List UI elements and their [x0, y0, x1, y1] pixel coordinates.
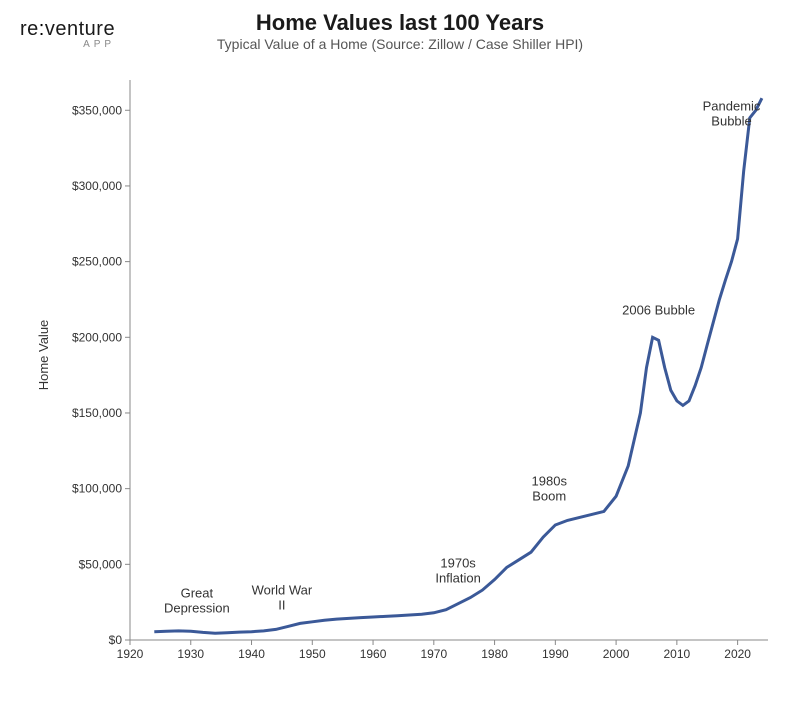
svg-text:II: II	[278, 598, 285, 613]
svg-text:1980: 1980	[481, 647, 508, 661]
annotations: GreatDepression World WarII 1970sInflation…	[164, 98, 761, 615]
chart-subtitle: Typical Value of a Home (Source: Zillow …	[0, 36, 800, 52]
svg-text:1920: 1920	[117, 647, 144, 661]
svg-text:2020: 2020	[724, 647, 751, 661]
svg-text:2010: 2010	[664, 647, 691, 661]
svg-text:2006 Bubble: 2006 Bubble	[622, 303, 695, 318]
chart-plot: $0 $50,000 $100,000 $150,000 $200,000 $250,00…	[70, 70, 780, 670]
chart-title: Home Values last 100 Years	[0, 10, 800, 36]
svg-text:$350,000: $350,000	[72, 103, 122, 117]
svg-text:$100,000: $100,000	[72, 482, 122, 496]
svg-text:Pandemic: Pandemic	[703, 98, 761, 113]
svg-text:1970s: 1970s	[440, 555, 476, 570]
svg-text:Boom: Boom	[532, 489, 566, 504]
svg-text:$300,000: $300,000	[72, 179, 122, 193]
svg-text:$0: $0	[109, 633, 123, 647]
svg-text:$150,000: $150,000	[72, 406, 122, 420]
svg-text:Bubble: Bubble	[711, 113, 751, 128]
x-axis: 1920 1930 1940 1950 1960 1970 1980 1990 2000 2010…	[117, 640, 768, 661]
y-axis: $0 $50,000 $100,000 $150,000 $200,000 $250,00…	[72, 80, 130, 647]
svg-text:1950: 1950	[299, 647, 326, 661]
svg-text:Depression: Depression	[164, 601, 230, 616]
svg-text:$200,000: $200,000	[72, 330, 122, 344]
svg-text:2000: 2000	[603, 647, 630, 661]
svg-text:1990: 1990	[542, 647, 569, 661]
svg-text:1960: 1960	[360, 647, 387, 661]
svg-text:$50,000: $50,000	[79, 557, 123, 571]
y-axis-label: Home Value	[36, 320, 51, 391]
svg-text:$250,000: $250,000	[72, 255, 122, 269]
svg-text:1930: 1930	[177, 647, 204, 661]
svg-text:1980s: 1980s	[532, 474, 568, 489]
svg-text:Great: Great	[181, 586, 214, 601]
line-series	[154, 98, 762, 633]
svg-text:1940: 1940	[238, 647, 265, 661]
svg-text:Inflation: Inflation	[435, 570, 481, 585]
svg-text:1970: 1970	[420, 647, 447, 661]
svg-text:World War: World War	[252, 583, 313, 598]
